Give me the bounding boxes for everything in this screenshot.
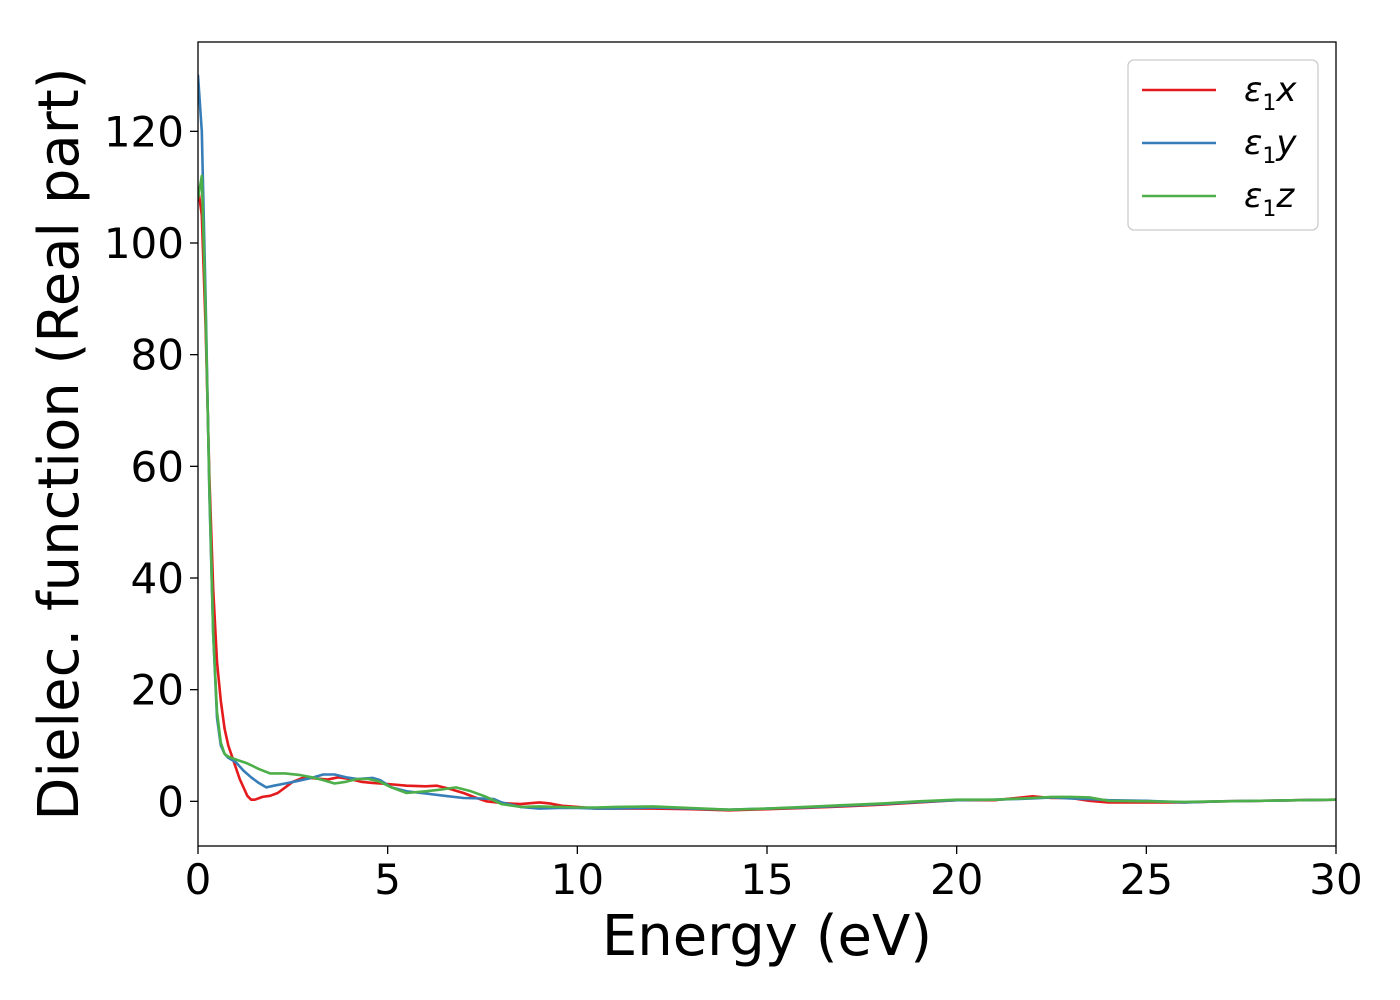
- x-tick-label: 5: [374, 855, 401, 904]
- y-tick-label: 80: [131, 331, 184, 380]
- x-tick-label: 20: [930, 855, 983, 904]
- series-line-x: [198, 185, 1336, 812]
- series-layer: [198, 74, 1336, 812]
- y-tick-label: 60: [131, 442, 184, 491]
- legend-box: [1127, 59, 1319, 231]
- legend-label-y: ε1y: [1244, 123, 1297, 169]
- x-axis-title: Energy (eV): [602, 904, 932, 969]
- legend: ε1x ε1y ε1z: [1127, 59, 1319, 231]
- x-tick-label: 10: [551, 855, 604, 904]
- y-tick-label: 40: [131, 554, 184, 603]
- x-tick-label: 15: [740, 855, 793, 904]
- x-tick-label: 0: [185, 855, 212, 904]
- x-axis: 0 5 10 15 20 25 30: [185, 846, 1363, 904]
- x-tick-label: 25: [1120, 855, 1173, 904]
- legend-label-z: ε1z: [1244, 176, 1295, 222]
- x-tick-label: 30: [1309, 855, 1362, 904]
- y-tick-label: 20: [131, 666, 184, 715]
- y-tick-label: 120: [104, 107, 184, 156]
- y-tick-label: 0: [157, 777, 184, 826]
- legend-label-x: ε1x: [1244, 70, 1297, 116]
- series-line-z: [198, 174, 1336, 811]
- y-tick-label: 100: [104, 219, 184, 268]
- y-axis: 0 20 40 60 80 100 120: [104, 107, 198, 826]
- y-axis-title: Dielec. function (Real part): [27, 67, 92, 820]
